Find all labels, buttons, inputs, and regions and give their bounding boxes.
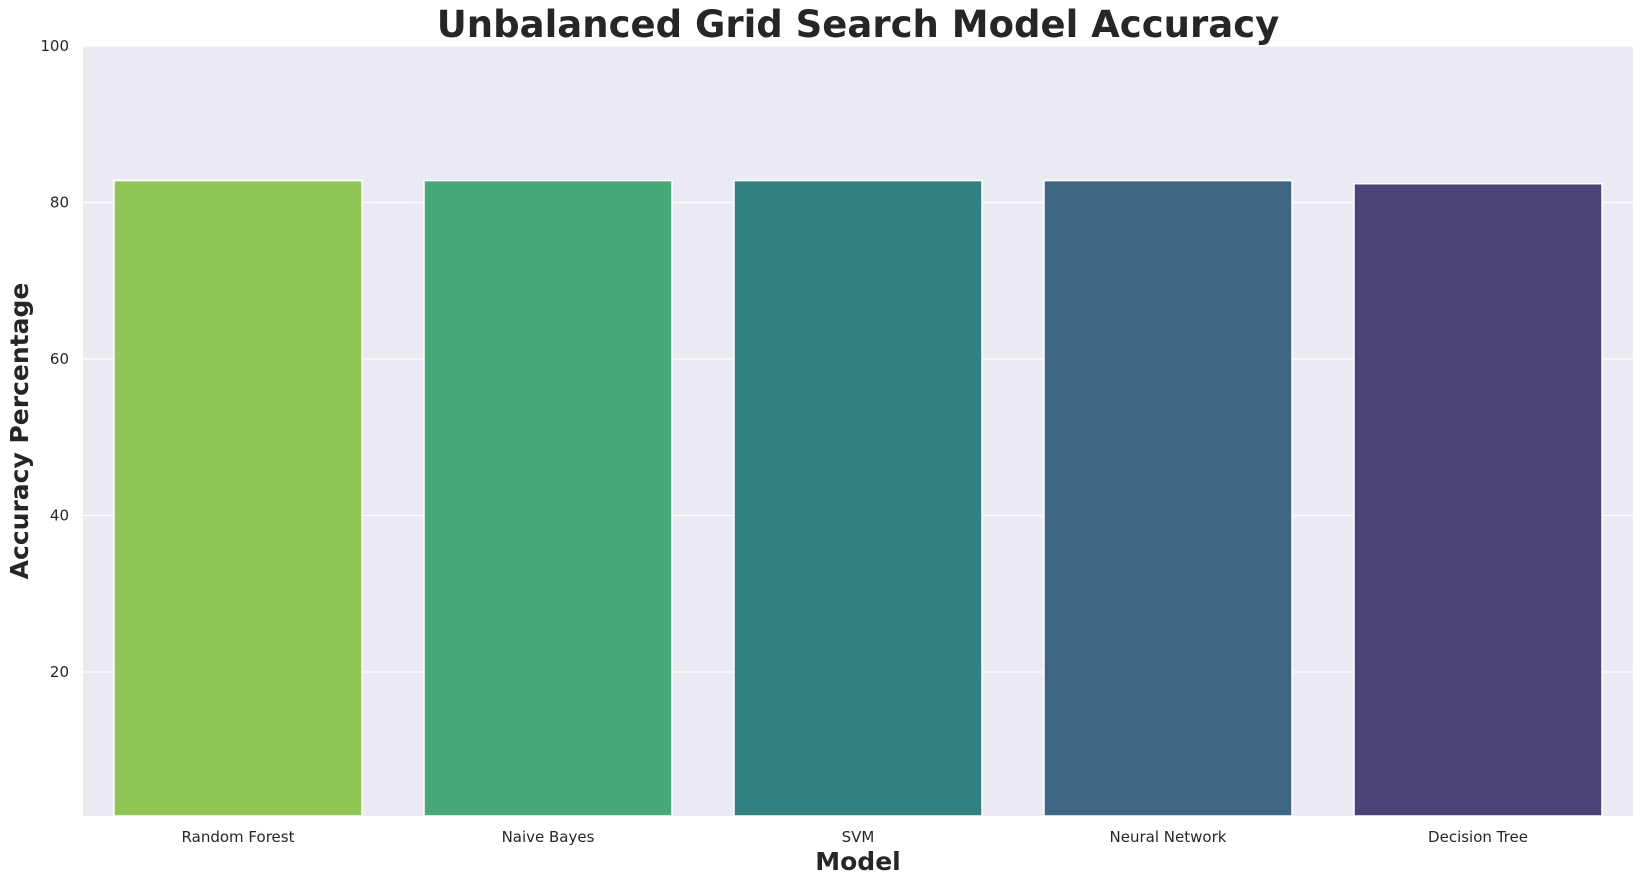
- x-tick-label: Random Forest: [182, 828, 295, 846]
- y-axis-label: Accuracy Percentage: [5, 283, 34, 580]
- bars: [113, 179, 1603, 817]
- bar-naive-bayes: [423, 179, 673, 817]
- chart-title: Unbalanced Grid Search Model Accuracy: [437, 3, 1280, 46]
- x-axis-ticks: Random Forest Naive Bayes SVM Neural Networ…: [182, 828, 1528, 846]
- x-tick-label: Neural Network: [1110, 828, 1227, 846]
- bar-svm: [733, 179, 983, 817]
- y-tick-label: 80: [50, 194, 69, 212]
- x-tick-label: SVM: [842, 828, 875, 846]
- bar-random-forest: [113, 179, 363, 817]
- y-axis-ticks: 20 40 60 80 100: [40, 37, 69, 681]
- bar-decision-tree: [1353, 182, 1603, 817]
- y-tick-label: 100: [40, 37, 69, 55]
- x-tick-label: Naive Bayes: [502, 828, 595, 846]
- y-tick-label: 60: [50, 350, 69, 368]
- y-tick-label: 40: [50, 507, 69, 525]
- x-axis-label: Model: [815, 847, 900, 876]
- y-tick-label: 20: [50, 663, 69, 681]
- bar-neural-network: [1043, 179, 1293, 817]
- x-tick-label: Decision Tree: [1428, 828, 1528, 846]
